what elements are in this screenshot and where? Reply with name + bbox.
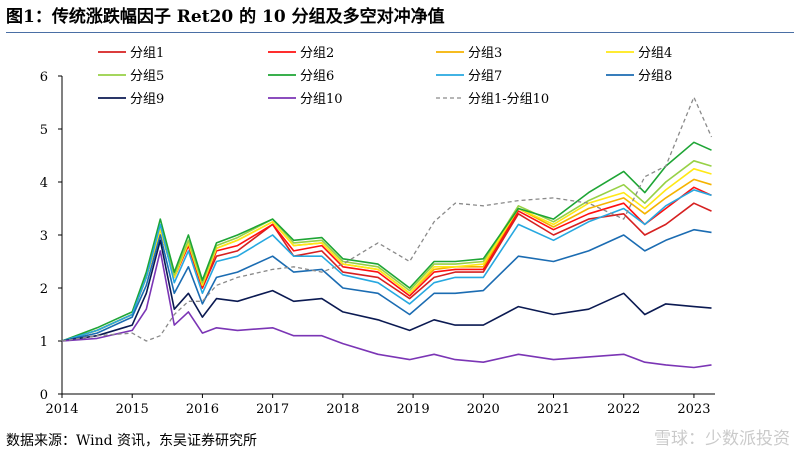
x-tick-label: 2016 (186, 402, 219, 417)
data-source-note: 数据来源：Wind 资讯，东吴证券研究所 (6, 433, 258, 449)
x-tick-label: 2021 (537, 402, 570, 417)
legend-label: 分组2 (300, 46, 334, 61)
y-tick-label: 6 (40, 70, 48, 85)
x-tick-label: 2022 (607, 402, 640, 417)
series-line-分组10 (61, 250, 712, 369)
y-tick-label: 4 (40, 176, 48, 191)
legend-label: 分组4 (638, 46, 672, 61)
y-tick-label: 2 (40, 282, 48, 297)
y-tick-label: 1 (40, 335, 48, 350)
series-line-分组1-分组10 (61, 96, 713, 342)
x-tick-label: 2014 (45, 402, 78, 417)
series-line-分组2 (61, 186, 712, 342)
legend-label: 分组10 (300, 92, 343, 107)
legend-label: 分组6 (300, 69, 334, 84)
watermark: 雪球：少数派投资 (654, 429, 790, 449)
x-tick-label: 2015 (116, 402, 149, 417)
plot-area (61, 96, 713, 369)
y-tick-label: 5 (40, 123, 48, 138)
series-line-分组5 (61, 160, 712, 342)
legend-label: 分组3 (468, 46, 502, 61)
x-tick-label: 2023 (677, 402, 710, 417)
series-line-分组9 (61, 239, 712, 342)
series-line-分组6 (61, 141, 712, 342)
legend: 分组1 分组2 分组3 分组4 分组5 分组6 分组7 分组8 分组9 分组10 分组1-分组10 (98, 46, 672, 107)
legend-label: 分组1-分组10 (468, 92, 549, 107)
x-tick-label: 2019 (397, 402, 430, 417)
y-tick-label: 0 (40, 388, 48, 403)
x-tick-label: 2018 (326, 402, 359, 417)
legend-label: 分组9 (130, 92, 164, 107)
y-tick-label: 3 (40, 229, 48, 244)
legend-label: 分组1 (130, 46, 164, 61)
axes: 0 1 2 3 4 5 6 2014 2015 2016 2017 2018 2019 2020 2021 2… (40, 70, 715, 417)
legend-label: 分组5 (130, 69, 164, 84)
x-tick-label: 2017 (256, 402, 289, 417)
x-tick-label: 2020 (467, 402, 500, 417)
legend-label: 分组8 (638, 69, 672, 84)
chart-title: 图1：传统涨跌幅因子 Ret20 的 10 分组及多空对冲净值 (6, 2, 794, 33)
series-line-分组7 (61, 189, 712, 342)
legend-label: 分组7 (468, 69, 502, 84)
series-line-分组8 (61, 228, 712, 342)
series-line-分组3 (61, 178, 712, 342)
